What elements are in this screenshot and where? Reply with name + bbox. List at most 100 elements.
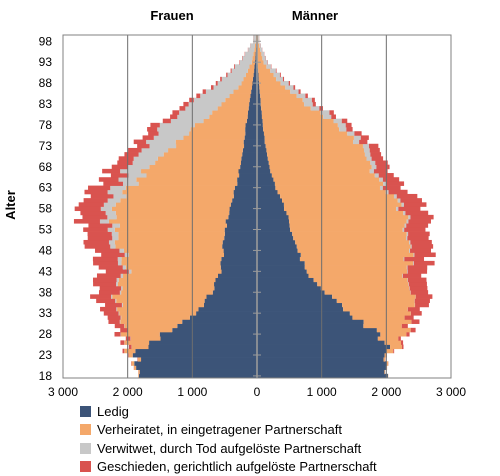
y-tick-label: 53	[39, 223, 53, 237]
legend-item: Verwitwet, durch Tod aufgelöste Partners…	[80, 439, 377, 458]
maenner-bar-ledig-age-55	[257, 219, 289, 224]
maenner-bar-verwitwet-age-88	[281, 81, 289, 86]
maenner-bar-verwitwet-age-54	[405, 223, 407, 228]
frauen-bar-verheiratet-age-95	[253, 52, 255, 57]
maenner-bar-verheiratet-age-63	[275, 186, 380, 191]
maenner-bar-geschieden-age-83	[313, 102, 316, 107]
frauen-bar-geschieden-age-75	[143, 135, 154, 140]
frauen-bar-verwitwet-age-46	[118, 257, 122, 262]
maenner-bar-verheiratet-age-51	[293, 236, 406, 241]
frauen-bar-verwitwet-age-87	[213, 85, 238, 90]
frauen-bar-verwitwet-age-71	[139, 152, 164, 157]
maenner-bar-geschieden-age-84	[312, 98, 315, 103]
x-tick-label: 1 000	[177, 385, 207, 399]
maenner-bar-verwitwet-age-74	[353, 140, 359, 145]
maenner-bar-verheiratet-age-88	[259, 81, 281, 86]
maenner-bar-ledig-age-19	[257, 370, 384, 375]
maenner-bar-verwitwet-age-85	[297, 94, 306, 99]
frauen-bar-geschieden-age-37	[90, 294, 111, 299]
legend-item: Verheiratet, in eingetragener Partnersch…	[80, 421, 377, 440]
maenner-bar-verwitwet-age-49	[411, 244, 412, 249]
legend-item: Geschieden, gerichtlich aufgelöste Partn…	[80, 458, 377, 476]
maenner-bar-verwitwet-age-80	[323, 114, 331, 119]
frauen-bar-geschieden-age-66	[111, 173, 129, 178]
frauen-bar-geschieden-age-77	[147, 127, 157, 132]
maenner-bar-verwitwet-age-42	[402, 273, 403, 278]
frauen-bar-verheiratet-age-86	[233, 89, 251, 94]
maenner-bar-verwitwet-age-77	[339, 127, 346, 132]
frauen-bar-verwitwet-age-78	[160, 123, 195, 128]
frauen-bar-verwitwet-age-64	[123, 181, 139, 186]
x-tick-label: 2 000	[113, 385, 143, 399]
frauen-bar-ledig-age-72	[243, 148, 257, 153]
maenner-bar-verheiratet-age-25	[390, 345, 402, 350]
frauen-bar-verheiratet-age-41	[119, 278, 216, 283]
frauen-bar-verheiratet-age-48	[124, 248, 224, 253]
frauen-bar-geschieden-age-82	[179, 106, 185, 111]
frauen-bar-geschieden-age-23	[128, 353, 129, 358]
maenner-bar-verheiratet-age-71	[267, 152, 365, 157]
maenner-bar-geschieden-age-65	[383, 177, 399, 182]
maenner-bar-ledig-age-50	[257, 240, 295, 245]
frauen-bar-geschieden-age-42	[97, 273, 121, 278]
frauen-bar-ledig-age-26	[149, 340, 257, 345]
maenner-bar-ledig-age-37	[257, 294, 332, 299]
x-tick-label: 0	[254, 385, 261, 399]
maenner-bar-ledig-age-30	[257, 324, 363, 329]
maenner-bar-verheiratet-age-69	[269, 160, 371, 165]
frauen-bar-ledig-age-67	[239, 169, 258, 174]
frauen-bar-verheiratet-age-81	[212, 110, 248, 115]
maenner-bar-verheiratet-age-45	[305, 261, 413, 266]
maenner-bar-verheiratet-age-66	[272, 173, 375, 178]
maenner-bar-verwitwet-age-79	[333, 119, 341, 124]
maenner-bar-ledig-age-64	[257, 181, 275, 186]
maenner-bar-ledig-age-45	[257, 261, 305, 266]
y-tick-label: 83	[39, 97, 53, 111]
maenner-bar-verheiratet-age-78	[263, 123, 338, 128]
maenner-bar-ledig-age-31	[257, 319, 364, 324]
frauen-bar-geschieden-age-64	[103, 181, 123, 186]
frauen-bar-verwitwet-age-62	[108, 190, 123, 195]
frauen-bar-geschieden-age-69	[117, 160, 132, 165]
frauen-bar-verwitwet-age-38	[120, 290, 121, 295]
frauen-bar-verheiratet-age-68	[149, 165, 240, 170]
maenner-bar-geschieden-age-85	[305, 94, 308, 99]
maenner-bar-ledig-age-26	[257, 340, 385, 345]
maenner-bar-geschieden-age-77	[346, 127, 352, 132]
maenner-bar-verheiratet-age-59	[284, 202, 402, 207]
maenner-bar-verheiratet-age-31	[364, 319, 412, 324]
maenner-bar-geschieden-age-40	[409, 282, 427, 287]
frauen-bar-verwitwet-age-70	[134, 156, 158, 161]
frauen-bar-verheiratet-age-78	[195, 123, 246, 128]
maenner-bar-verheiratet-age-82	[261, 106, 311, 111]
maenner-bar-geschieden-age-56	[410, 215, 433, 220]
maenner-bar-ledig-age-40	[257, 282, 317, 287]
maenner-bar-verwitwet-age-44	[407, 265, 408, 270]
frauen-bar-geschieden-age-61	[91, 194, 114, 199]
maenner-bar-geschieden-age-73	[369, 144, 378, 149]
maenner-bar-ledig-age-29	[257, 328, 377, 333]
frauen-bar-geschieden-age-44	[99, 265, 123, 270]
maenner-bar-geschieden-age-92	[271, 64, 272, 69]
maenner-bar-ledig-age-36	[257, 299, 337, 304]
y-tick-label: 43	[39, 264, 53, 278]
legend-swatch-verwitwet	[80, 443, 91, 454]
maenner-bar-ledig-age-70	[257, 156, 268, 161]
frauen-bar-geschieden-age-28	[114, 332, 120, 337]
frauen-bar-geschieden-age-87	[211, 85, 214, 90]
maenner-bar-verwitwet-age-56	[408, 215, 410, 220]
maenner-bar-ledig-age-66	[257, 173, 272, 178]
frauen-bar-ledig-age-49	[222, 244, 257, 249]
maenner-bar-geschieden-age-53	[404, 227, 425, 232]
maenner-bar-verheiratet-age-94	[258, 56, 263, 61]
frauen-bar-geschieden-age-32	[108, 315, 121, 320]
maenner-bar-geschieden-age-57	[405, 211, 428, 216]
frauen-bar-verwitwet-age-96	[248, 48, 254, 53]
frauen-bar-ledig-age-37	[206, 294, 257, 299]
maenner-bar-geschieden-age-42	[403, 273, 421, 278]
maenner-bar-verheiratet-age-28	[380, 332, 406, 337]
maenner-bar-geschieden-age-43	[408, 269, 427, 274]
maenner-bar-ledig-age-59	[257, 202, 284, 207]
frauen-bar-geschieden-age-90	[226, 73, 227, 78]
maenner-bar-geschieden-age-71	[370, 152, 381, 157]
